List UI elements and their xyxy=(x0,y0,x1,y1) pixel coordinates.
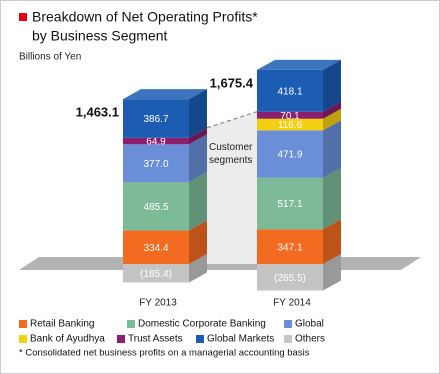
bar-side xyxy=(189,220,207,264)
x-tick-label: FY 2013 xyxy=(139,298,177,309)
bar-side-shade xyxy=(323,101,341,119)
bar-side-shade xyxy=(189,134,207,183)
bar-side-shade xyxy=(323,59,341,112)
bar-top xyxy=(257,59,341,70)
annotation: Customer segments xyxy=(209,142,253,166)
data-label: 334.4 xyxy=(143,243,168,254)
chart-subtitle: by Business Segment xyxy=(32,28,168,44)
bar-side xyxy=(323,219,341,264)
data-label: 377.0 xyxy=(143,159,168,170)
bar-side xyxy=(189,127,207,145)
data-label: 485.5 xyxy=(143,202,168,213)
bar-side-shade xyxy=(323,120,341,178)
legend-label: Global Markets xyxy=(207,334,274,345)
legend-label: Global xyxy=(295,319,324,330)
data-label: 517.1 xyxy=(277,199,302,210)
legend-swatch xyxy=(284,335,292,343)
data-label: (265.5) xyxy=(274,273,306,284)
bar-side xyxy=(323,101,341,119)
bar-side-shade xyxy=(189,220,207,264)
unit-label: Billions of Yen xyxy=(19,52,81,63)
bar-top xyxy=(123,89,207,100)
customer-region xyxy=(207,111,257,264)
x-tick-label: FY 2014 xyxy=(273,298,311,309)
bar-side-shade xyxy=(323,167,341,230)
customer-dashed-line xyxy=(206,111,258,129)
bar-side-shade xyxy=(323,254,341,291)
bar-segment xyxy=(257,111,323,119)
bar-segment xyxy=(123,144,189,183)
bar-segment xyxy=(123,137,189,145)
legend-swatch xyxy=(127,320,135,328)
bar-segment xyxy=(257,264,323,291)
data-label: 347.1 xyxy=(277,242,302,253)
data-label: 386.7 xyxy=(143,114,168,125)
legend-label: Others xyxy=(295,334,325,345)
legend-label: Domestic Corporate Banking xyxy=(138,319,266,330)
bar-side-shade xyxy=(189,254,207,283)
chart-title: Breakdown of Net Operating Profits* xyxy=(32,9,258,25)
legend-swatch xyxy=(196,335,204,343)
bar-side xyxy=(323,120,341,178)
data-label: 70.1 xyxy=(280,111,300,122)
bar-segment xyxy=(123,264,189,283)
bar-side-shade xyxy=(189,89,207,138)
bar-segment xyxy=(257,69,323,112)
total-label: 1,675.4 xyxy=(210,75,254,90)
data-label: 471.9 xyxy=(277,150,302,161)
title-marker xyxy=(19,13,27,21)
footnote: * Consolidated net business profits on a… xyxy=(19,348,310,359)
legend-swatch xyxy=(117,335,125,343)
data-label: (185.4) xyxy=(140,269,172,280)
legend-swatch xyxy=(19,320,27,328)
bar-segment xyxy=(123,99,189,138)
bar-top-light xyxy=(257,59,341,70)
bar-side-shade xyxy=(189,127,207,145)
bar-side xyxy=(323,254,341,291)
data-label: 64.9 xyxy=(146,137,166,148)
legend-label: Retail Banking xyxy=(30,319,94,330)
legend-label: Trust Assets xyxy=(128,334,183,345)
total-label: 1,463.1 xyxy=(76,105,119,120)
bar-segment xyxy=(257,130,323,178)
bar-side xyxy=(189,134,207,183)
legend-label: Bank of Ayudhya xyxy=(30,334,105,345)
bar-side-shade xyxy=(189,172,207,231)
bar-segment xyxy=(123,230,189,264)
bar-side xyxy=(189,254,207,283)
bar-segment xyxy=(257,229,323,264)
bar-side xyxy=(189,89,207,138)
bar-top-light xyxy=(123,89,207,100)
bar-side xyxy=(323,167,341,230)
data-label: 418.1 xyxy=(277,86,302,97)
bar-side xyxy=(323,59,341,112)
data-label: 116.6 xyxy=(278,120,303,131)
bar-side-shade xyxy=(323,108,341,131)
bar-side-shade xyxy=(323,219,341,264)
bar-side xyxy=(323,108,341,131)
bar-segment xyxy=(257,177,323,230)
legend-swatch xyxy=(284,320,292,328)
bar-segment xyxy=(257,118,323,131)
bar-segment xyxy=(123,182,189,231)
legend-swatch xyxy=(19,335,27,343)
bar-side xyxy=(189,172,207,231)
